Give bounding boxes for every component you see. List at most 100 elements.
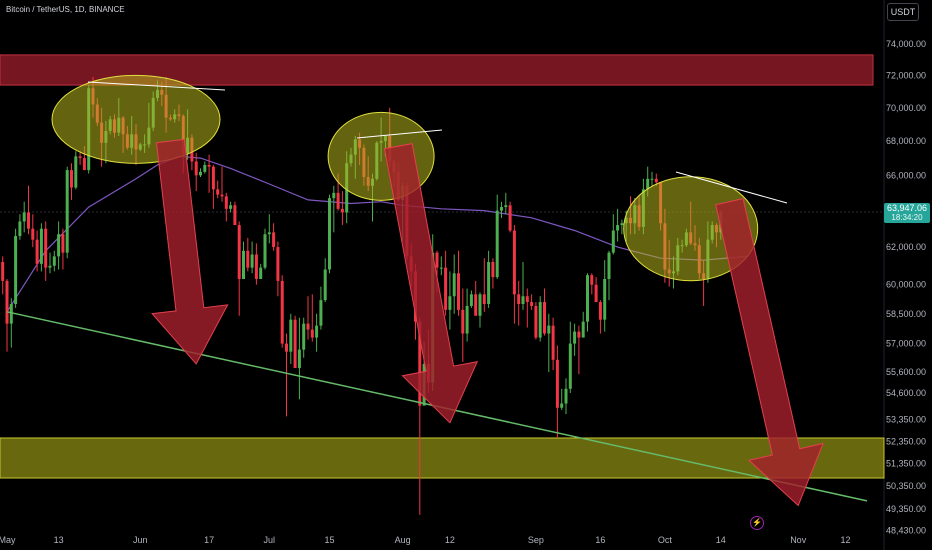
candle-body [573, 331, 577, 344]
candle-body [555, 359, 559, 408]
candle-body [336, 192, 340, 209]
candle-body [199, 171, 202, 176]
candle [224, 192, 228, 222]
candle-body [543, 302, 546, 334]
candle [74, 151, 78, 190]
time-axis-label: 14 [716, 535, 726, 545]
candle [22, 201, 26, 233]
candle-body [220, 194, 224, 197]
candle-body [285, 343, 288, 352]
candle [14, 228, 18, 308]
candle [220, 166, 224, 202]
candle [508, 201, 512, 233]
candle-body [465, 305, 469, 334]
candle [1, 256, 5, 295]
candle-body [646, 178, 650, 190]
time-axis[interactable]: May 13 Jun 17 Jul 15 Aug 12 Sep 16 Oct 14 Nov 12 [0, 535, 851, 545]
price-axis-label: 74,000.00 [886, 39, 926, 49]
candle-body [267, 232, 271, 235]
candle-body [22, 212, 26, 222]
candle-body [9, 304, 13, 324]
candle-body [560, 403, 564, 408]
candle-body [276, 247, 280, 281]
candle [280, 275, 284, 348]
candle-body [538, 302, 542, 338]
candle [543, 288, 546, 336]
candle [207, 154, 211, 193]
candle-body [512, 230, 516, 295]
candle [603, 260, 607, 332]
annotations-layer [6, 74, 868, 507]
candle-body [517, 294, 521, 305]
candle-body [272, 232, 276, 248]
moving-average-layer [6, 155, 747, 313]
candle [39, 223, 43, 272]
candle [289, 313, 293, 364]
candle [233, 201, 237, 226]
candle-body [547, 325, 551, 334]
candle [534, 302, 538, 340]
candle-body [216, 189, 220, 195]
candle-body [332, 192, 336, 199]
candle-body [306, 323, 310, 330]
moving-average-line [6, 155, 747, 313]
candle [211, 164, 215, 209]
time-axis-label: Nov [790, 535, 807, 545]
candle-body [482, 294, 486, 305]
candle-body [581, 321, 585, 338]
price-axis-label: 66,000.00 [886, 170, 926, 180]
candle [332, 185, 336, 233]
candle [538, 296, 542, 342]
candle-body [203, 164, 207, 172]
candle [568, 321, 572, 393]
candle [272, 223, 276, 251]
price-axis-label: 57,000.00 [886, 339, 926, 349]
candle-body [586, 275, 589, 322]
candle-body [500, 207, 503, 211]
time-axis-label: 12 [445, 535, 455, 545]
bar-countdown: 18:34:20 [891, 213, 923, 222]
time-axis-label: May [0, 535, 16, 545]
candle-body [504, 205, 508, 208]
candle [18, 214, 22, 240]
candle-body [5, 280, 9, 324]
candle [607, 250, 611, 301]
candle-body [297, 349, 301, 369]
candle-body [598, 302, 602, 320]
candle [78, 151, 82, 165]
candle-body [418, 321, 422, 406]
lightning-icon[interactable]: ⚡ [750, 516, 764, 530]
candle [203, 161, 207, 174]
price-axis-label: 48,430.00 [886, 526, 926, 536]
candle [315, 313, 319, 352]
candle [482, 258, 486, 312]
candle [469, 290, 473, 308]
time-axis-label: Jun [133, 535, 148, 545]
support-zone [0, 437, 885, 479]
candle [439, 256, 443, 276]
price-axis-label: 54,600.00 [886, 388, 926, 398]
price-axis-label: 55,600.00 [886, 367, 926, 377]
candle [500, 201, 503, 218]
candle [525, 288, 529, 328]
currency-button[interactable]: USDT [887, 3, 919, 21]
time-axis-label: 15 [324, 535, 334, 545]
candle [242, 241, 245, 279]
candle [586, 273, 589, 332]
candle-body [39, 228, 43, 264]
candle-body [74, 156, 78, 188]
candle-body [611, 230, 615, 253]
candle [594, 277, 598, 303]
candle [512, 225, 516, 324]
candle [611, 214, 615, 255]
top-line [87, 81, 226, 91]
price-axis-label: 52,350.00 [886, 436, 926, 446]
candle-body [310, 329, 314, 338]
candle [267, 214, 271, 244]
candle [27, 185, 30, 235]
candle [495, 194, 499, 279]
candle [302, 317, 306, 358]
candle [340, 191, 344, 226]
candle [521, 261, 525, 310]
